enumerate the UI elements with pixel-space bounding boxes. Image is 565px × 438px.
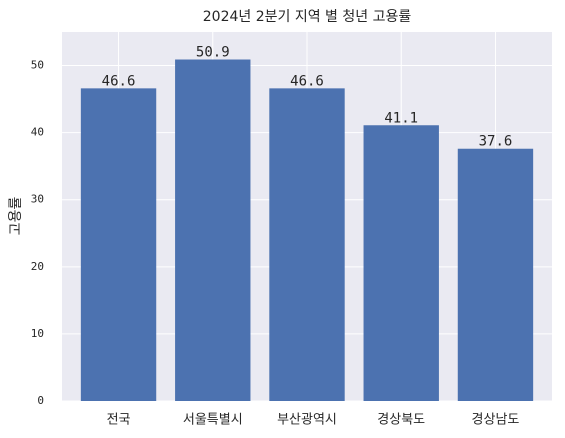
y-tick-label: 50 [31, 59, 44, 72]
x-tick-label: 경상북도 [377, 413, 425, 428]
y-tick-label: 40 [31, 126, 44, 139]
y-tick-label: 20 [31, 260, 44, 273]
bar [175, 59, 251, 402]
y-axis-label: 고용률 [8, 197, 24, 236]
value-label: 41.1 [384, 110, 418, 126]
y-tick-label: 0 [37, 394, 44, 407]
value-label: 46.6 [102, 73, 136, 89]
value-label: 50.9 [196, 45, 230, 61]
y-tick-label: 30 [31, 193, 44, 206]
value-label: 46.6 [290, 73, 324, 89]
value-label: 37.6 [479, 134, 513, 150]
x-tick-label: 전국 [107, 413, 131, 428]
chart-title: 2024년 2분기 지역 별 청년 고용률 [203, 9, 412, 25]
y-tick-label: 10 [31, 327, 44, 340]
x-tick-label: 부산광역시 [277, 413, 337, 428]
bar [269, 88, 345, 402]
x-tick-label: 서울특별시 [183, 413, 243, 428]
bar [80, 88, 157, 402]
x-tick-label: 경상남도 [472, 413, 520, 428]
bar [363, 125, 439, 402]
bar [457, 148, 534, 401]
